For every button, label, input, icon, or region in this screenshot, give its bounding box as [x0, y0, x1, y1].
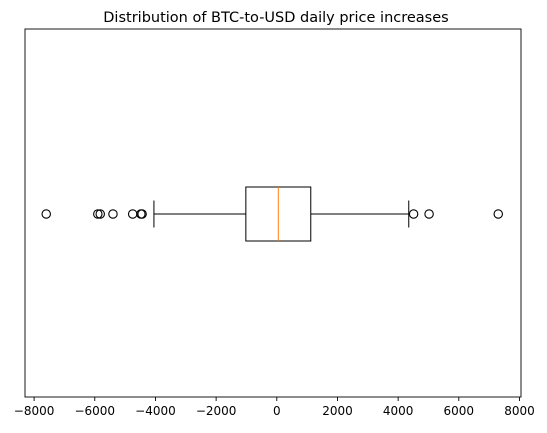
x-tick-label: 8000 — [504, 404, 535, 418]
outlier-point — [408, 209, 419, 219]
x-tick-label: −4000 — [135, 404, 176, 418]
outlier-point — [41, 209, 51, 219]
x-axis-ticks: −8000 −6000 −4000 −2000 0 2000 4000 6000 8000 — [14, 397, 535, 418]
x-tick-label: −6000 — [74, 404, 115, 418]
outlier-point — [95, 209, 105, 219]
x-tick-label: −2000 — [196, 404, 237, 418]
plot-frame — [24, 28, 522, 398]
outlier-point — [493, 209, 503, 219]
outlier-point — [93, 209, 103, 219]
outlier-point — [127, 209, 138, 219]
x-tick-label: 0 — [273, 404, 281, 418]
outlier-point — [424, 209, 434, 219]
box-plot — [153, 186, 410, 242]
chart-title: Distribution of BTC-to-USD daily price i… — [103, 10, 448, 26]
outlier-point — [137, 209, 147, 219]
x-tick-label: 2000 — [322, 404, 353, 418]
outliers — [41, 209, 503, 219]
x-tick-label: 6000 — [444, 404, 475, 418]
x-tick-label: 4000 — [383, 404, 414, 418]
x-tick-label: −8000 — [14, 404, 55, 418]
outlier-point — [108, 209, 118, 219]
